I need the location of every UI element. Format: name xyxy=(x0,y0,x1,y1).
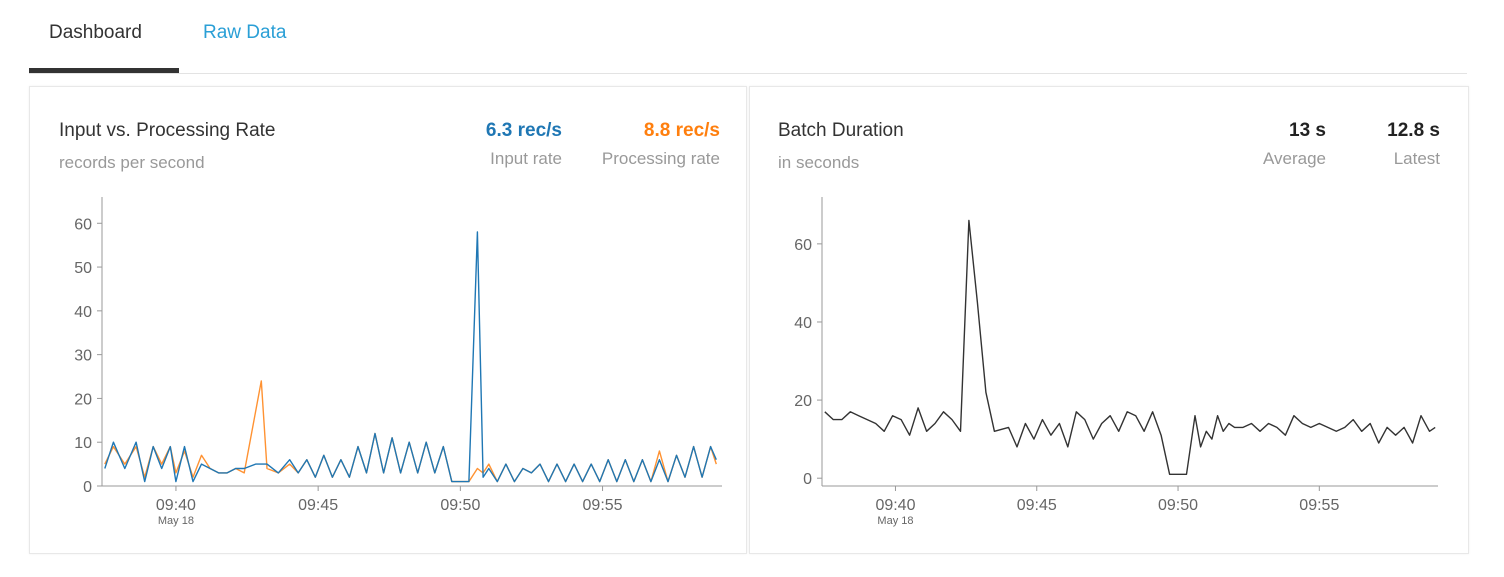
rate-y-tick-label: 20 xyxy=(74,391,92,408)
rate-y-tick-label: 30 xyxy=(74,348,92,365)
batch-average-label: Average xyxy=(1262,149,1326,168)
rate-series-1-line xyxy=(104,380,717,483)
processing-rate-label: Processing rate xyxy=(601,149,720,168)
rate-x-tick-sublabel: May 18 xyxy=(158,515,194,527)
batch-x-tick-label: 09:45 xyxy=(1017,497,1057,514)
tab-raw-data[interactable]: Raw Data xyxy=(203,22,287,43)
batch-y-tick-label: 40 xyxy=(794,315,812,332)
rate-x-tick-label: 09:45 xyxy=(298,497,338,514)
batch-panel-title: Batch Duration xyxy=(778,120,904,141)
input-rate-value: 6.3 rec/s xyxy=(485,120,562,141)
batch-series-1-line xyxy=(824,219,1436,475)
active-tab-indicator xyxy=(29,68,179,73)
rate-y-tick-label: 0 xyxy=(83,479,92,496)
batch-panel: 0 20 40 60 09:40 May 18 09:45 09:50 09:55 Batch … xyxy=(749,86,1469,554)
rate-y-tick-label: 50 xyxy=(74,260,92,277)
rate-y-tick-label: 40 xyxy=(74,304,92,321)
rate-panel: 0 10 20 30 40 50 60 09:40 May 18 09:45 09:50 09:55 … xyxy=(29,86,747,554)
rate-panel-title: Input vs. Processing Rate xyxy=(59,120,276,141)
rate-panel-subtitle: records per second xyxy=(59,153,205,172)
batch-latest-label: Latest xyxy=(1393,149,1440,168)
batch-average-value: 13 s xyxy=(1289,120,1326,141)
batch-y-tick-label: 0 xyxy=(803,471,812,488)
rate-x-tick-label: 09:40 xyxy=(156,497,196,514)
batch-y-tick-label: 60 xyxy=(794,237,812,254)
processing-rate-value: 8.8 rec/s xyxy=(643,120,720,141)
rate-y-tick-label: 10 xyxy=(74,435,92,452)
batch-x-tick-label: 09:50 xyxy=(1158,497,1198,514)
batch-y-tick-label: 20 xyxy=(794,393,812,410)
batch-x-tick-label: 09:55 xyxy=(1299,497,1339,514)
batch-latest-value: 12.8 s xyxy=(1387,120,1440,141)
rate-y-tick-label: 60 xyxy=(74,216,92,233)
batch-x-tick-sublabel: May 18 xyxy=(877,515,913,527)
rate-series-2-line xyxy=(104,231,717,483)
batch-panel-subtitle: in seconds xyxy=(778,153,860,172)
rate-x-tick-label: 09:50 xyxy=(440,497,480,514)
batch-x-tick-label: 09:40 xyxy=(875,497,915,514)
tab-bar: Dashboard Raw Data xyxy=(29,0,1467,74)
tab-dashboard[interactable]: Dashboard xyxy=(49,22,142,43)
rate-x-tick-label: 09:55 xyxy=(583,497,623,514)
input-rate-label: Input rate xyxy=(490,149,562,168)
